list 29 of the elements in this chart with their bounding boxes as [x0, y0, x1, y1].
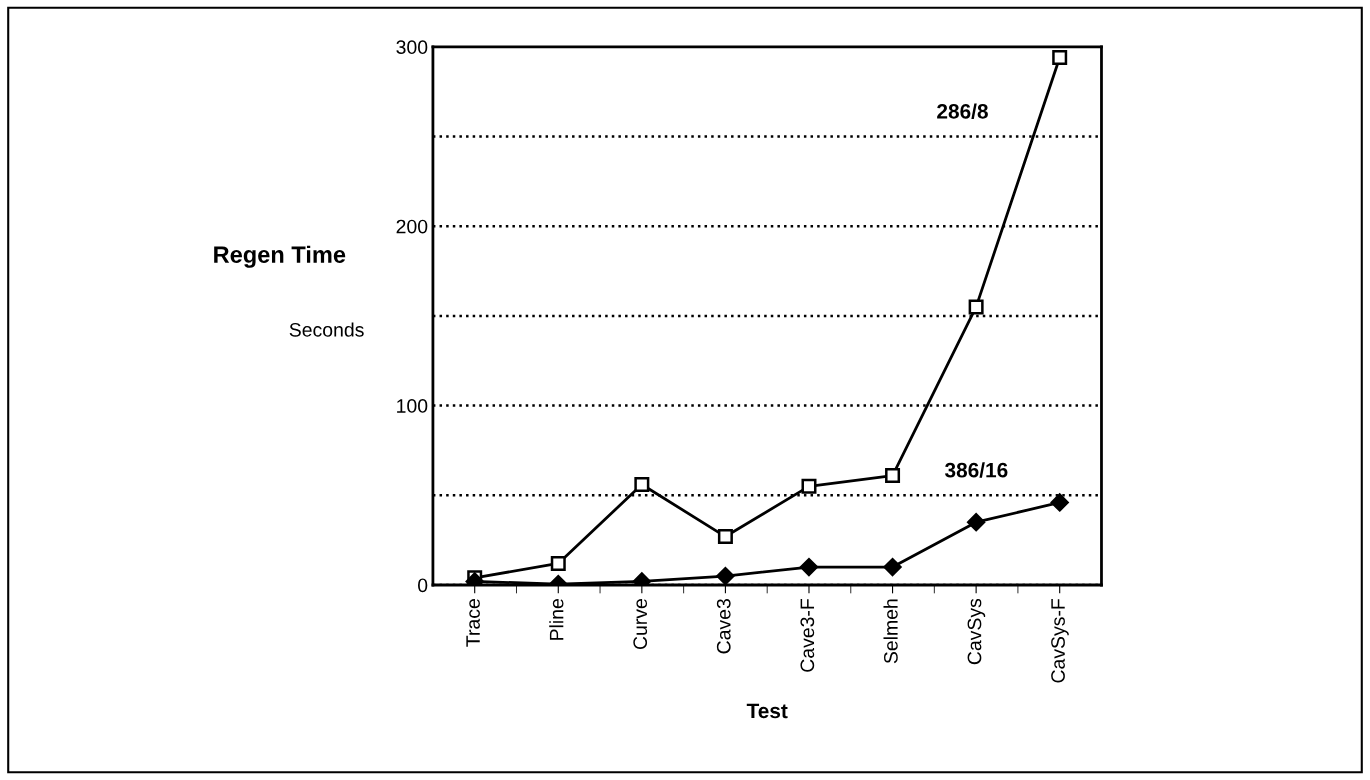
x-tick-label: Curve — [633, 599, 648, 650]
point — [883, 557, 902, 577]
series-label: 386/16 — [944, 462, 1008, 478]
text: Seconds — [289, 322, 364, 337]
x-tick-label: Selmeh — [883, 599, 898, 664]
x-tick-label: Trace — [466, 599, 480, 647]
point — [967, 513, 986, 532]
x-tick-label: CavSys-F — [1051, 598, 1069, 683]
point — [716, 566, 735, 585]
x-tick-label: CavSys — [967, 598, 986, 665]
point — [1052, 50, 1068, 66]
x-tick-label: Cave3-F — [800, 598, 815, 672]
point — [885, 468, 901, 484]
y-axis-title: Regen Time — [214, 245, 346, 268]
x-tick-label: Cave3 — [716, 599, 731, 654]
point — [717, 529, 733, 545]
point — [634, 477, 650, 493]
text: 286/8 — [937, 103, 988, 119]
x-axis-title: Test — [746, 703, 788, 719]
y-tick-label: 300 — [396, 40, 428, 55]
x-tick-label: Pline — [549, 599, 564, 640]
point — [550, 555, 566, 571]
y-tick-label: 200 — [396, 219, 428, 234]
point — [799, 557, 819, 577]
y-tick-label: 100 — [397, 399, 428, 413]
point — [968, 299, 984, 315]
point — [1050, 493, 1069, 512]
y-tick-label: 0 — [418, 578, 428, 593]
point — [801, 478, 817, 494]
